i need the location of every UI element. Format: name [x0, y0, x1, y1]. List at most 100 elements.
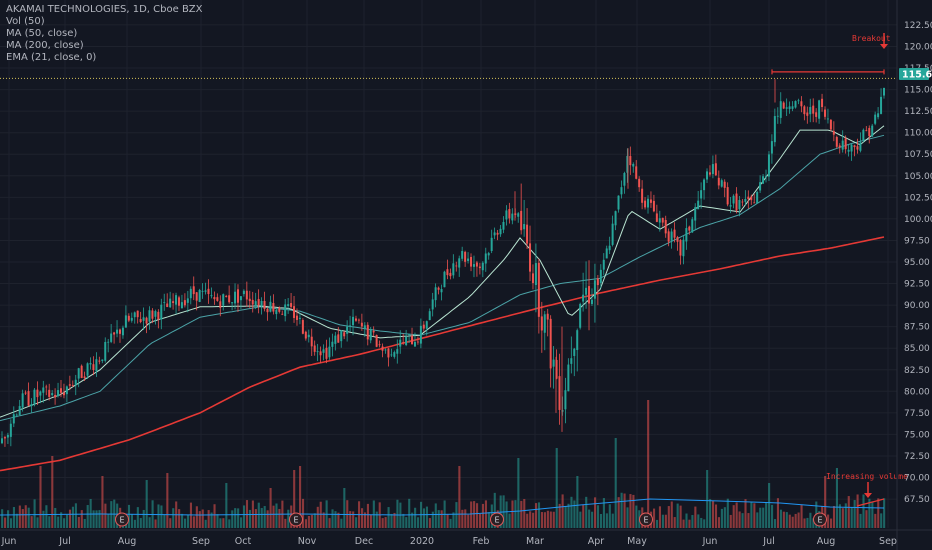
volume-bar — [48, 516, 51, 528]
volume-bar — [478, 513, 482, 528]
candle-body — [540, 316, 543, 331]
volume-bar — [540, 512, 544, 528]
y-tick-label: 105.00 — [904, 172, 932, 182]
candle-body — [198, 289, 201, 302]
volume-bar — [759, 507, 762, 528]
candle-body — [18, 406, 21, 416]
candle-body — [543, 314, 546, 333]
candle-body — [124, 315, 127, 328]
candle-body — [647, 198, 650, 208]
earnings-marker[interactable]: E — [639, 512, 653, 527]
earnings-marker[interactable]: E — [115, 512, 129, 527]
volume-bar — [658, 506, 662, 528]
chart-legend: AKAMAI TECHNOLOGIES, 1D, Cboe BZX Vol (5… — [6, 4, 203, 64]
volume-bar — [824, 476, 827, 528]
x-tick-label: Oct — [235, 536, 252, 547]
candle-body — [641, 188, 644, 203]
volume-bar — [266, 510, 269, 528]
volume-bar — [877, 498, 880, 528]
candle-body — [676, 237, 679, 242]
volume-bar — [408, 498, 411, 528]
volume-bar — [334, 511, 337, 528]
candle-body — [251, 299, 254, 305]
volume-bar — [511, 500, 514, 528]
volume-bar — [242, 505, 246, 528]
candle-body — [632, 163, 635, 167]
volume-bar — [384, 517, 387, 528]
indicator-ma200[interactable]: MA (200, close) — [6, 40, 84, 51]
volume-bar — [287, 509, 290, 528]
indicator-volume[interactable]: Vol (50) — [6, 16, 45, 27]
candle-body — [614, 211, 617, 226]
candle-body — [107, 341, 110, 343]
x-tick-label: Aug — [118, 536, 137, 547]
candle-body — [163, 302, 166, 303]
indicator-ema21[interactable]: EMA (21, close, 0) — [6, 52, 97, 63]
candle-body — [204, 290, 207, 292]
volume-bar — [670, 501, 673, 528]
candle-body — [520, 210, 523, 231]
y-tick-label: 90.00 — [904, 301, 930, 311]
candle-body — [160, 304, 163, 320]
candle-body — [818, 100, 821, 119]
volume-bar — [278, 508, 281, 528]
volume-bar — [316, 506, 319, 528]
symbol-title[interactable]: AKAMAI TECHNOLOGIES, 1D, Cboe BZX — [6, 4, 203, 15]
earnings-marker-circle — [490, 512, 504, 527]
volume-bar — [800, 504, 803, 528]
volume-bar — [260, 508, 263, 528]
earnings-marker[interactable]: E — [289, 512, 303, 527]
volume-bar — [841, 508, 844, 528]
candle-body — [319, 351, 322, 356]
volume-bar — [390, 513, 393, 528]
candle-body — [275, 309, 278, 315]
volume-bar — [369, 514, 372, 528]
volume-bar — [65, 514, 69, 528]
indicator-ma50[interactable]: MA (50, close) — [6, 28, 78, 39]
volume-bar — [827, 514, 830, 528]
volume-bar — [225, 483, 228, 528]
candle-body — [284, 304, 287, 317]
candle-body — [1, 438, 3, 444]
y-tick-label: 97.50 — [904, 236, 930, 246]
volume-bar — [355, 517, 358, 528]
volume-bar — [231, 510, 234, 528]
candle-body — [172, 301, 175, 304]
volume-bar — [676, 503, 679, 528]
candle-body — [729, 205, 732, 207]
series-line — [0, 134, 885, 422]
time-axis[interactable]: Jun Jul Aug Sep Oct Nov Dec 2020 Feb Mar Apr May Jun… — [0, 529, 932, 547]
volume-bar — [30, 516, 33, 528]
last-price-tag: 115.63 — [899, 68, 932, 81]
candle-body — [874, 114, 877, 124]
volume-bar — [806, 517, 809, 528]
volume-bar — [732, 505, 735, 528]
volume-bar — [880, 513, 883, 528]
candle-body — [667, 231, 670, 242]
volume-bar — [694, 506, 697, 528]
earnings-marker[interactable]: E — [813, 512, 827, 527]
candle-body — [425, 321, 428, 329]
candle-body — [673, 229, 676, 238]
candle-body — [272, 302, 275, 312]
volume-bar — [431, 511, 434, 528]
volume-bar — [366, 503, 369, 528]
candle-body — [549, 318, 552, 369]
earnings-marker[interactable]: E — [490, 512, 504, 527]
volume-bar — [791, 516, 794, 528]
candle-body — [210, 295, 213, 297]
volume-bar — [526, 513, 529, 528]
candle-body — [254, 301, 257, 307]
candle-body — [570, 358, 573, 364]
volume-bar — [284, 518, 287, 528]
y-tick-label: 67.50 — [904, 495, 930, 505]
candle-body — [487, 253, 490, 256]
volume-bar — [107, 514, 110, 528]
candle-body — [461, 251, 464, 259]
volume-bar — [788, 514, 791, 528]
volume-bar — [257, 502, 260, 528]
candle-body — [812, 105, 815, 114]
candle-body — [110, 333, 113, 342]
candle-body — [785, 107, 788, 109]
